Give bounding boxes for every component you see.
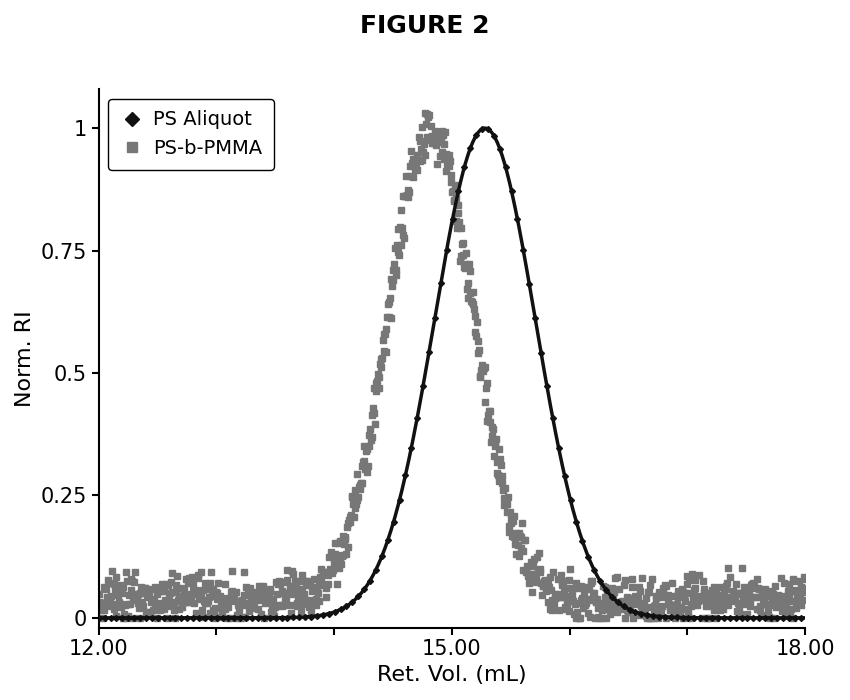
PS Aliquot bbox=[583, 552, 593, 561]
Line: PS Aliquot: PS Aliquot bbox=[97, 127, 802, 620]
PS Aliquot bbox=[94, 614, 104, 622]
PS-b-PMMA bbox=[420, 109, 430, 118]
PS-b-PMMA bbox=[380, 330, 390, 338]
PS-b-PMMA bbox=[167, 569, 177, 577]
Legend: PS Aliquot, PS-b-PMMA: PS Aliquot, PS-b-PMMA bbox=[109, 99, 274, 170]
X-axis label: Ret. Vol. (mL): Ret. Vol. (mL) bbox=[377, 665, 527, 685]
PS-b-PMMA bbox=[659, 588, 669, 596]
PS-b-PMMA bbox=[94, 589, 104, 598]
PS Aliquot bbox=[796, 614, 806, 622]
PS Aliquot bbox=[241, 614, 252, 622]
PS Aliquot bbox=[654, 612, 664, 621]
Text: FIGURE 2: FIGURE 2 bbox=[360, 14, 490, 38]
PS Aliquot bbox=[778, 614, 788, 622]
PS-b-PMMA bbox=[646, 603, 656, 611]
PS Aliquot bbox=[477, 125, 487, 133]
Line: PS-b-PMMA: PS-b-PMMA bbox=[95, 110, 808, 621]
PS-b-PMMA bbox=[580, 601, 590, 609]
PS-b-PMMA bbox=[405, 162, 416, 170]
PS-b-PMMA bbox=[117, 614, 128, 622]
Y-axis label: Norm. RI: Norm. RI bbox=[15, 310, 35, 407]
PS Aliquot bbox=[489, 132, 499, 140]
PS Aliquot bbox=[282, 613, 292, 622]
PS-b-PMMA bbox=[800, 575, 810, 584]
